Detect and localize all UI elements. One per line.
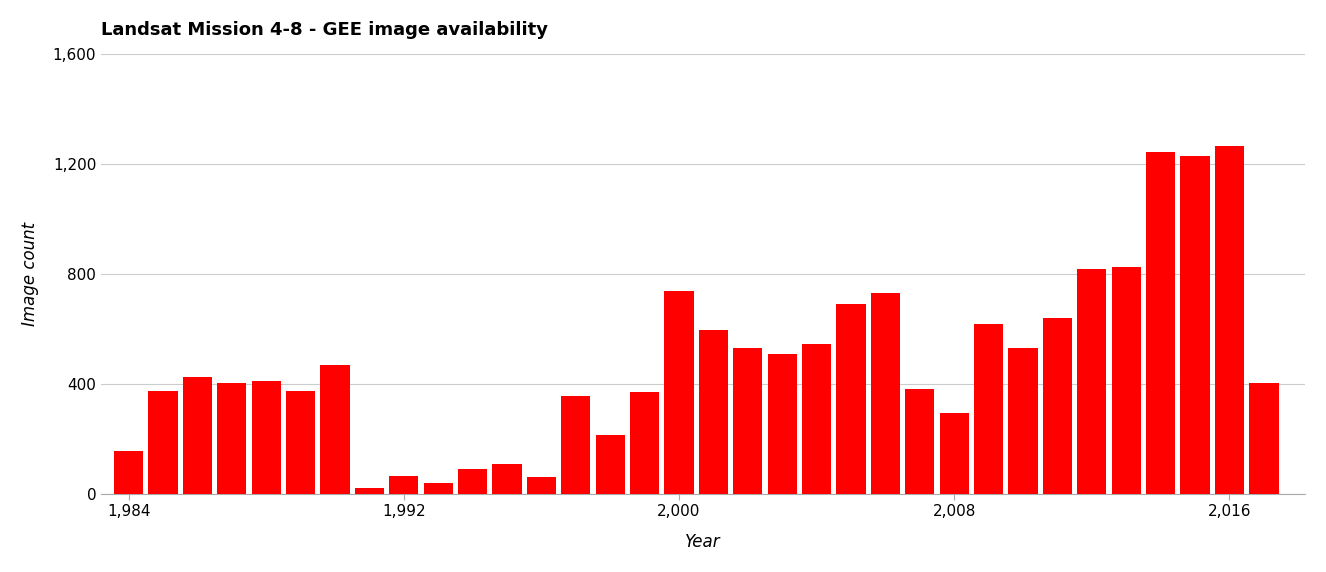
Bar	[975, 324, 1004, 494]
Bar	[423, 483, 453, 494]
X-axis label: Year: Year	[686, 533, 721, 551]
Y-axis label: Image count: Image count	[21, 222, 38, 326]
Bar	[526, 478, 556, 494]
Bar	[286, 391, 316, 494]
Bar	[183, 377, 212, 494]
Bar	[664, 291, 693, 494]
Bar	[492, 464, 521, 494]
Bar	[252, 381, 281, 494]
Bar	[457, 469, 487, 494]
Bar	[1215, 146, 1244, 494]
Bar	[1180, 156, 1209, 494]
Bar	[906, 390, 935, 494]
Bar	[1077, 269, 1106, 494]
Bar	[1009, 348, 1038, 494]
Bar	[561, 396, 590, 494]
Bar	[802, 344, 831, 494]
Bar	[733, 348, 762, 494]
Bar	[114, 451, 143, 494]
Bar	[630, 392, 659, 494]
Bar	[699, 331, 728, 494]
Bar	[149, 391, 178, 494]
Bar	[355, 488, 385, 494]
Bar	[940, 413, 969, 494]
Bar	[871, 293, 900, 494]
Bar	[837, 304, 866, 494]
Bar	[1249, 383, 1278, 494]
Bar	[1111, 267, 1140, 494]
Bar	[217, 383, 247, 494]
Bar	[390, 476, 419, 494]
Bar	[1146, 152, 1175, 494]
Bar	[595, 435, 625, 494]
Bar	[321, 365, 350, 494]
Text: Landsat Mission 4-8 - GEE image availability: Landsat Mission 4-8 - GEE image availabi…	[101, 21, 548, 39]
Bar	[1042, 318, 1073, 494]
Bar	[768, 353, 797, 494]
